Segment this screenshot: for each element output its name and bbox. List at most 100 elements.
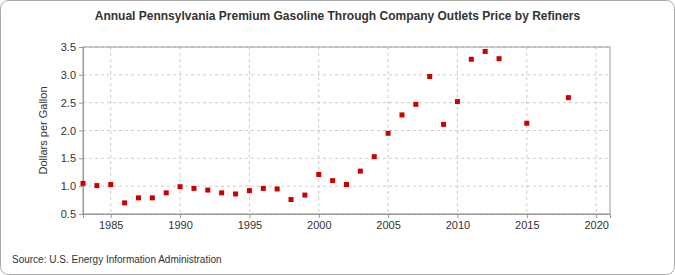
x-tick-mark [319, 214, 320, 218]
x-tick: 1995 [238, 214, 262, 231]
grid-line-x [526, 47, 527, 214]
x-tick-label: 2000 [307, 219, 331, 231]
chart: Annual Pennsylvania Premium Gasoline Thr… [0, 0, 675, 275]
x-tick: 1990 [168, 214, 192, 231]
grid-line-x [596, 47, 597, 214]
y-tick-label: 3.0 [61, 69, 76, 81]
x-tick-label: 2005 [376, 219, 400, 231]
point [302, 193, 307, 198]
point [136, 195, 141, 200]
y-tick-mark [79, 103, 83, 104]
y-axis: 0.5 1.0 1.5 2.0 2.5 3.0 3.5 [61, 41, 84, 220]
point [94, 183, 99, 188]
point [483, 49, 488, 54]
point [386, 131, 391, 136]
y-tick-mark [79, 131, 83, 132]
x-tick-mark [596, 214, 597, 218]
point [413, 102, 418, 107]
grid-line-x [457, 47, 458, 214]
x-tick: 2000 [307, 214, 331, 231]
grid [83, 47, 610, 214]
y-tick-label: 1.0 [61, 180, 76, 192]
point [316, 172, 321, 177]
source: Source: U.S. Energy Information Administ… [12, 254, 222, 265]
grid-line-x [318, 47, 319, 214]
x-tick-mark [180, 214, 181, 218]
point [372, 154, 377, 159]
x-axis: 1985 1990 1995 2000 2005 2010 2015 2020 [84, 214, 611, 231]
point [150, 195, 155, 200]
y-tick-mark [79, 75, 83, 76]
y-tick-mark [79, 214, 83, 215]
point [330, 178, 335, 183]
point [261, 186, 266, 191]
point [566, 95, 571, 100]
points [81, 49, 571, 205]
point [441, 122, 446, 127]
x-tick-label: 2020 [584, 219, 608, 231]
x-tick: 1985 [99, 214, 123, 231]
plot-background [83, 47, 610, 214]
y-tick-mark [79, 158, 83, 159]
y-axis-title: Dollars per Gallon [37, 86, 49, 174]
point [164, 190, 169, 195]
x-tick: 2010 [446, 214, 470, 231]
grid-line-y [83, 158, 610, 159]
x-tick: 2015 [515, 214, 539, 231]
x-tick-mark [527, 214, 528, 218]
x-tick-mark [111, 214, 112, 218]
point [219, 190, 224, 195]
point [497, 56, 502, 61]
grid-line-y [83, 102, 610, 103]
y-tick: 1.5 [61, 152, 83, 164]
point [344, 182, 349, 187]
point [81, 181, 86, 186]
point [358, 169, 363, 174]
x-tick-mark [457, 214, 458, 218]
point [275, 186, 280, 191]
plot-frame [83, 47, 610, 214]
x-axis-line [84, 215, 611, 219]
point [108, 182, 113, 187]
point [455, 99, 460, 104]
point [191, 186, 196, 191]
x-tick-label: 1995 [238, 219, 262, 231]
y-tick: 3.5 [61, 41, 83, 53]
y-tick-label: 2.5 [61, 97, 76, 109]
point [247, 188, 252, 193]
y-tick-label: 0.5 [61, 208, 76, 220]
grid-line-y [83, 130, 610, 131]
x-tick-mark [388, 214, 389, 218]
y-tick-mark [79, 47, 83, 48]
chart-border [1, 1, 675, 275]
y-tick-label: 2.0 [61, 125, 76, 137]
y-tick: 0.5 [61, 208, 83, 220]
grid-line-y [83, 74, 610, 75]
grid-line-x [110, 47, 111, 214]
y-tick: 2.5 [61, 97, 83, 109]
y-tick: 1.0 [61, 180, 83, 192]
x-tick-mark [249, 214, 250, 218]
x-tick: 2020 [584, 214, 608, 231]
y-tick: 3.0 [61, 69, 83, 81]
grid-line-x [388, 47, 389, 214]
point [469, 57, 474, 62]
y-tick-label: 3.5 [61, 41, 76, 53]
x-tick-label: 2015 [515, 219, 539, 231]
point [178, 184, 183, 189]
y-tick: 2.0 [61, 125, 83, 137]
y-axis-line [79, 48, 84, 215]
point [399, 112, 404, 117]
title: Annual Pennsylvania Premium Gasoline Thr… [95, 9, 581, 23]
point [427, 74, 432, 79]
y-tick-mark [79, 186, 83, 187]
point [205, 188, 210, 193]
point [233, 191, 238, 196]
point [122, 200, 127, 205]
point [524, 121, 529, 126]
x-tick-label: 1990 [168, 219, 192, 231]
x-tick-label: 1985 [99, 219, 123, 231]
x-tick: 2005 [376, 214, 400, 231]
y-tick-label: 1.5 [61, 152, 76, 164]
x-tick-label: 2010 [446, 219, 470, 231]
